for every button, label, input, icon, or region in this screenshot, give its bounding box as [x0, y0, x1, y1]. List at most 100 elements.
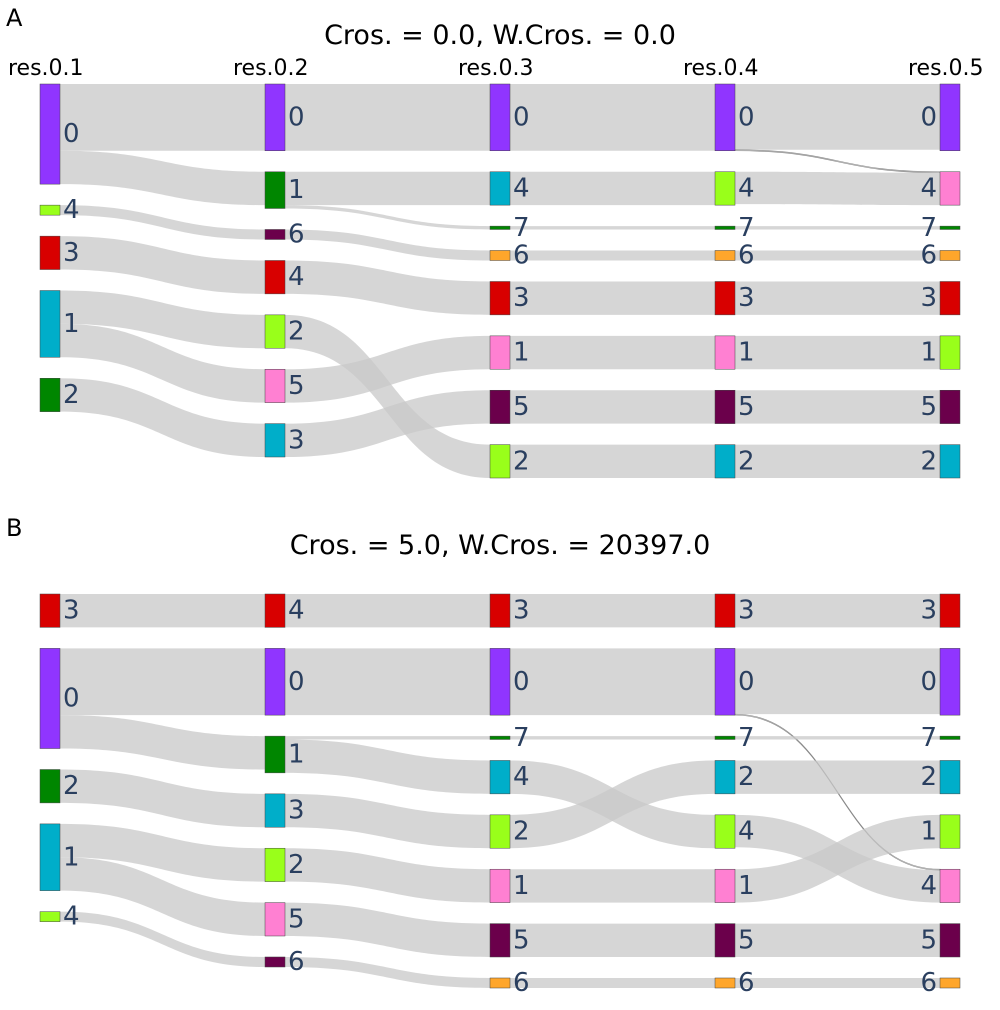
- node-label: 6: [288, 219, 305, 249]
- sankey-node: [489, 281, 511, 316]
- node-label: 1: [738, 338, 755, 368]
- node-label: 5: [920, 392, 937, 422]
- node-label: 0: [738, 102, 755, 132]
- node-label: 1: [920, 817, 937, 847]
- sankey-link: [285, 594, 490, 628]
- node-label: 4: [513, 173, 530, 203]
- sankey-diagram: 3 0 2 1 4 4 0 1 3 2 5 6 3 0 7 4 2 1 5 6 3 0 7 2 4 1 5 6 3 0 7 2 1 4 5 6: [39, 593, 961, 998]
- sankey-link: [60, 911, 265, 967]
- sankey-node: [264, 735, 286, 774]
- sankey-node: [264, 229, 286, 240]
- node-label: 1: [63, 842, 80, 872]
- sankey-link: [735, 226, 940, 230]
- node-label: 1: [513, 338, 530, 368]
- sankey-link: [735, 977, 940, 988]
- sankey-node: [714, 335, 736, 370]
- panel-letter: A: [6, 4, 23, 32]
- sankey-node: [714, 281, 736, 316]
- sankey-link: [735, 84, 940, 150]
- node-label: 7: [513, 723, 530, 753]
- node-label: 5: [920, 925, 937, 955]
- sankey-link: [510, 869, 715, 903]
- sankey-node: [489, 648, 511, 716]
- sankey-node: [714, 225, 736, 230]
- node-label: 5: [513, 392, 530, 422]
- node-label: 5: [738, 392, 755, 422]
- node-label: 4: [738, 173, 755, 203]
- sankey-link: [510, 84, 715, 151]
- sankey-node: [39, 290, 61, 358]
- node-label: 7: [920, 213, 937, 243]
- sankey-node: [714, 735, 736, 740]
- node-label: 3: [513, 283, 530, 313]
- sankey-node: [39, 204, 61, 216]
- sankey-node: [39, 648, 61, 749]
- sankey-link: [510, 250, 715, 261]
- sankey-node: [939, 868, 961, 903]
- sankey-node: [714, 648, 736, 716]
- sankey-node: [489, 389, 511, 424]
- node-label: 3: [738, 596, 755, 626]
- sankey-link: [735, 814, 940, 903]
- sankey-node: [714, 389, 736, 424]
- sankey-link: [60, 290, 265, 349]
- sankey-node: [939, 735, 961, 740]
- node-label: 4: [288, 596, 305, 626]
- sankey-link: [510, 977, 715, 988]
- sankey-node: [264, 83, 286, 152]
- sankey-node: [714, 760, 736, 795]
- node-label: 5: [288, 904, 305, 934]
- sankey-node: [489, 225, 511, 230]
- node-label: 5: [738, 925, 755, 955]
- sankey-node: [264, 593, 286, 628]
- sankey-link: [735, 281, 940, 315]
- node-label: 1: [63, 309, 80, 339]
- sankey-link: [60, 715, 265, 770]
- sankey-node: [714, 171, 736, 206]
- column-header: res.0.1: [8, 56, 84, 81]
- node-label: 2: [513, 446, 530, 476]
- column-header: res.0.4: [683, 56, 759, 81]
- sankey-node: [489, 868, 511, 903]
- node-label: 2: [63, 380, 80, 410]
- sankey-panel-b: B Cros. = 5.0, W.Cros. = 20397.0 3 0 2 1 4 4 0…: [0, 510, 1000, 1010]
- sankey-link: [510, 281, 715, 315]
- sankey-node: [939, 83, 961, 152]
- node-label: 6: [920, 240, 937, 270]
- node-label: 2: [513, 817, 530, 847]
- sankey-node: [939, 171, 961, 206]
- node-label: 5: [288, 371, 305, 401]
- links-layer: [60, 84, 941, 478]
- sankey-link: [510, 648, 715, 716]
- sankey-node: [714, 83, 736, 152]
- sankey-link: [285, 229, 490, 261]
- sankey-node: [489, 977, 511, 989]
- column-header: res.0.5: [908, 56, 984, 81]
- sankey-link: [735, 594, 940, 628]
- node-label: 2: [63, 771, 80, 801]
- sankey-node: [939, 648, 961, 716]
- sankey-link: [510, 171, 715, 206]
- node-label: 6: [738, 968, 755, 998]
- sankey-node: [714, 250, 736, 261]
- sankey-node: [939, 923, 961, 958]
- sankey-node: [39, 235, 61, 270]
- sankey-link: [60, 648, 265, 716]
- sankey-link: [510, 594, 715, 628]
- sankey-link: [285, 956, 490, 988]
- sankey-link: [60, 323, 265, 403]
- sankey-node: [264, 314, 286, 349]
- sankey-link: [735, 648, 940, 715]
- node-label: 6: [920, 968, 937, 998]
- sankey-node: [489, 814, 511, 849]
- node-label: 6: [513, 968, 530, 998]
- sankey-link: [735, 250, 940, 261]
- column-header: res.0.3: [458, 56, 534, 81]
- sankey-node: [939, 760, 961, 795]
- node-label: 1: [920, 338, 937, 368]
- node-label: 0: [920, 667, 937, 697]
- sankey-link: [285, 902, 490, 957]
- sankey-node: [714, 593, 736, 628]
- node-label: 2: [738, 446, 755, 476]
